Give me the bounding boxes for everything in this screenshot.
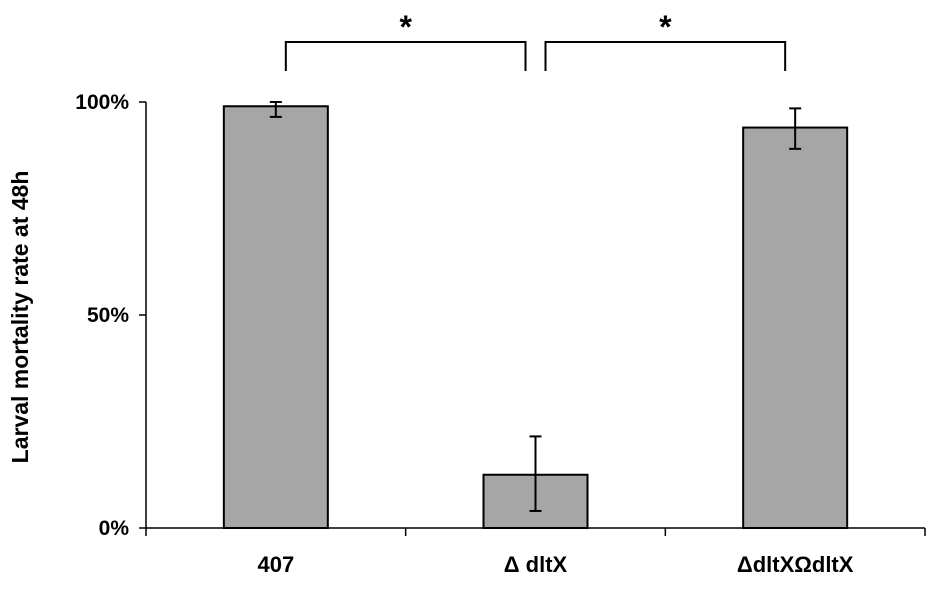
- error-bar-2: [789, 107, 802, 150]
- y-tick-label: 100%: [75, 91, 129, 114]
- significance-bracket-0: *: [284, 9, 527, 71]
- y-tick-label: 0%: [99, 517, 130, 540]
- bar-2: [742, 126, 849, 529]
- x-category-label: Δ dltX: [504, 552, 568, 577]
- error-bar-1: [529, 435, 542, 512]
- bars: [222, 105, 849, 529]
- x-ticks: 407 Δ dltX ΔdltXΩdltX: [145, 528, 926, 577]
- y-tick-label: 50%: [87, 304, 129, 327]
- error-bars: [269, 101, 802, 512]
- x-category-label: 407: [257, 552, 294, 577]
- error-bar-0: [269, 101, 282, 118]
- significance-brackets: * *: [284, 9, 787, 71]
- y-axis-title: Larval mortality rate at 48h: [7, 171, 33, 464]
- significance-label: *: [399, 9, 412, 45]
- y-ticks: 0% 50% 100%: [75, 91, 146, 540]
- significance-bracket-1: *: [544, 9, 787, 71]
- significance-label: *: [659, 9, 672, 45]
- bar-0: [222, 105, 329, 529]
- x-category-label: ΔdltXΩdltX: [737, 552, 854, 577]
